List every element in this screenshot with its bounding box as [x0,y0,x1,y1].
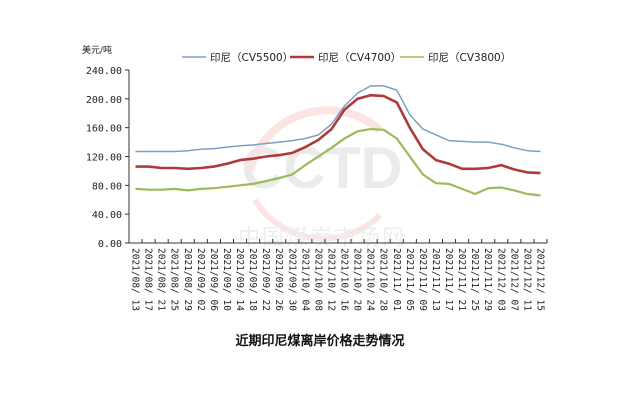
x-axis: 2021/08/ 13 2021/08/ 17 2021/08/ 21 2021/08… [128,239,548,311]
x-tick-label: 2021/10/ 16 [339,248,350,311]
x-tick-label: 2021/09/ 02 [195,248,206,311]
x-tick-label: 2021/08/ 17 [143,248,154,311]
y-axis: 0.00 40.00 80.00 120.00 160.00 200.00 240.00 [86,66,130,250]
watermark-text: 中国煤炭市场网 [238,226,406,251]
line-chart: CCTD 中国煤炭市场网 美元/吨 印尼（CV5500） 印尼（CV4700） 印尼… [82,44,548,311]
x-tick-label: 2021/10/ 04 [299,248,310,311]
x-tick-label: 2021/09/ 06 [208,248,219,311]
y-tick-label: 120.00 [86,153,122,164]
x-tick-label: 2021/12/ 11 [521,248,532,311]
y-tick-label: 40.00 [92,210,122,221]
x-tick-label: 2021/09/ 30 [286,248,297,311]
x-tick-label: 2021/10/ 20 [352,248,363,311]
watermark: CCTD 中国煤炭市场网 [238,106,406,251]
x-tick-label: 2021/08/ 25 [169,248,180,311]
x-tick-label: 2021/08/ 21 [156,248,167,311]
x-tick-label: 2021/09/ 14 [234,248,245,311]
x-tick-label: 2021/09/ 10 [221,248,232,311]
legend-item-label: 印尼（CV5500） [210,52,293,64]
x-tick-label: 2021/08/ 13 [130,248,141,311]
series-lines [135,85,541,197]
y-tick-label: 200.00 [86,95,122,106]
x-tick-label: 2021/10/ 28 [378,248,389,311]
series-line [135,85,541,153]
x-tick-label: 2021/10/ 24 [365,248,376,311]
x-tick-label: 2021/11/ 01 [391,248,402,311]
y-tick-label: 240.00 [86,66,122,77]
x-tick-label: 2021/10/ 12 [325,248,336,311]
x-tick-label: 2021/11/ 29 [482,248,493,311]
y-tick-label: 80.00 [92,181,122,192]
x-tick-label: 2021/11/ 05 [404,248,415,311]
x-tick-label: 2021/09/ 26 [273,248,284,311]
x-tick-label: 2021/09/ 22 [260,248,271,311]
x-tick-label: 2021/11/ 17 [443,248,454,311]
series-line [135,93,541,175]
y-tick-label: 0.00 [98,239,122,250]
x-tick-label: 2021/10/ 08 [312,248,323,311]
chart-caption: 近期印尼煤离岸价格走势情况 [235,334,405,349]
legend-item-label: 印尼（CV3800） [428,52,511,64]
x-tick-label: 2021/09/ 18 [247,248,258,311]
x-tick-label: 2021/12/ 07 [508,248,519,311]
x-tick-label: 2021/12/ 15 [534,248,545,311]
x-tick-label: 2021/11/ 25 [469,248,480,311]
x-tick-label: 2021/12/ 03 [495,248,506,311]
x-tick-label: 2021/08/ 29 [182,248,193,311]
legend-item-label: 印尼（CV4700） [318,52,401,64]
x-tick-label: 2021/11/ 09 [417,248,428,311]
legend: 印尼（CV5500） 印尼（CV4700） 印尼（CV3800） [182,52,511,64]
series-line [135,128,541,197]
x-tick-label: 2021/11/ 13 [430,248,441,311]
y-axis-label: 美元/吨 [82,44,112,56]
watermark-logo: CCTD [241,136,402,201]
y-tick-label: 160.00 [86,124,122,135]
x-tick-label: 2021/11/ 21 [456,248,467,311]
